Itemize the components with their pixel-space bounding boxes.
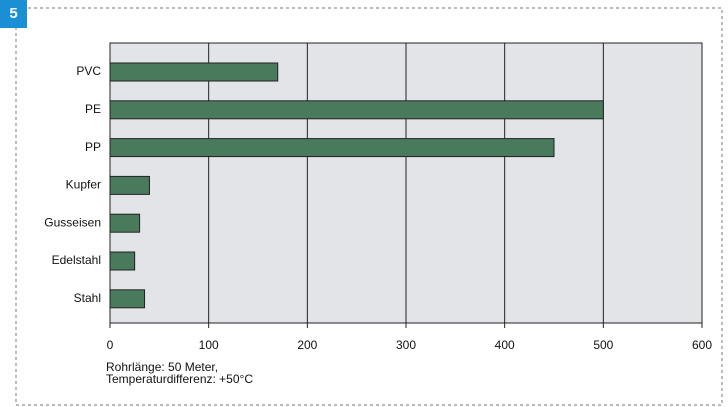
x-tick-label: 0 [107, 338, 114, 352]
y-tick-label: PE [85, 102, 101, 116]
bar [109, 62, 279, 82]
annotation: Rohrlänge: 50 Meter, [106, 360, 218, 374]
y-tick-label: PP [85, 140, 101, 154]
x-tick-label: 200 [297, 338, 317, 352]
y-tick-label: Edelstahl [52, 253, 101, 267]
y-tick-label: Kupfer [66, 178, 101, 192]
badge [0, 0, 27, 28]
badge-number: 5 [9, 5, 17, 22]
frame [15, 7, 723, 406]
y-tick-label: Stahl [74, 291, 101, 305]
x-tick-label: 500 [593, 338, 613, 352]
x-tick-label: 600 [692, 338, 712, 352]
bar [109, 175, 150, 195]
x-tick-label: 100 [199, 338, 219, 352]
bar [109, 100, 604, 120]
bar [109, 251, 136, 271]
y-tick-label: Gusseisen [44, 215, 101, 229]
bar [109, 289, 146, 309]
y-tick-label: PVC [76, 64, 101, 78]
annotation: Temperaturdifferenz: +50°C [106, 372, 253, 386]
x-tick-label: 400 [495, 338, 515, 352]
bar [109, 138, 555, 158]
x-tick-label: 300 [396, 338, 416, 352]
bar [109, 213, 141, 233]
